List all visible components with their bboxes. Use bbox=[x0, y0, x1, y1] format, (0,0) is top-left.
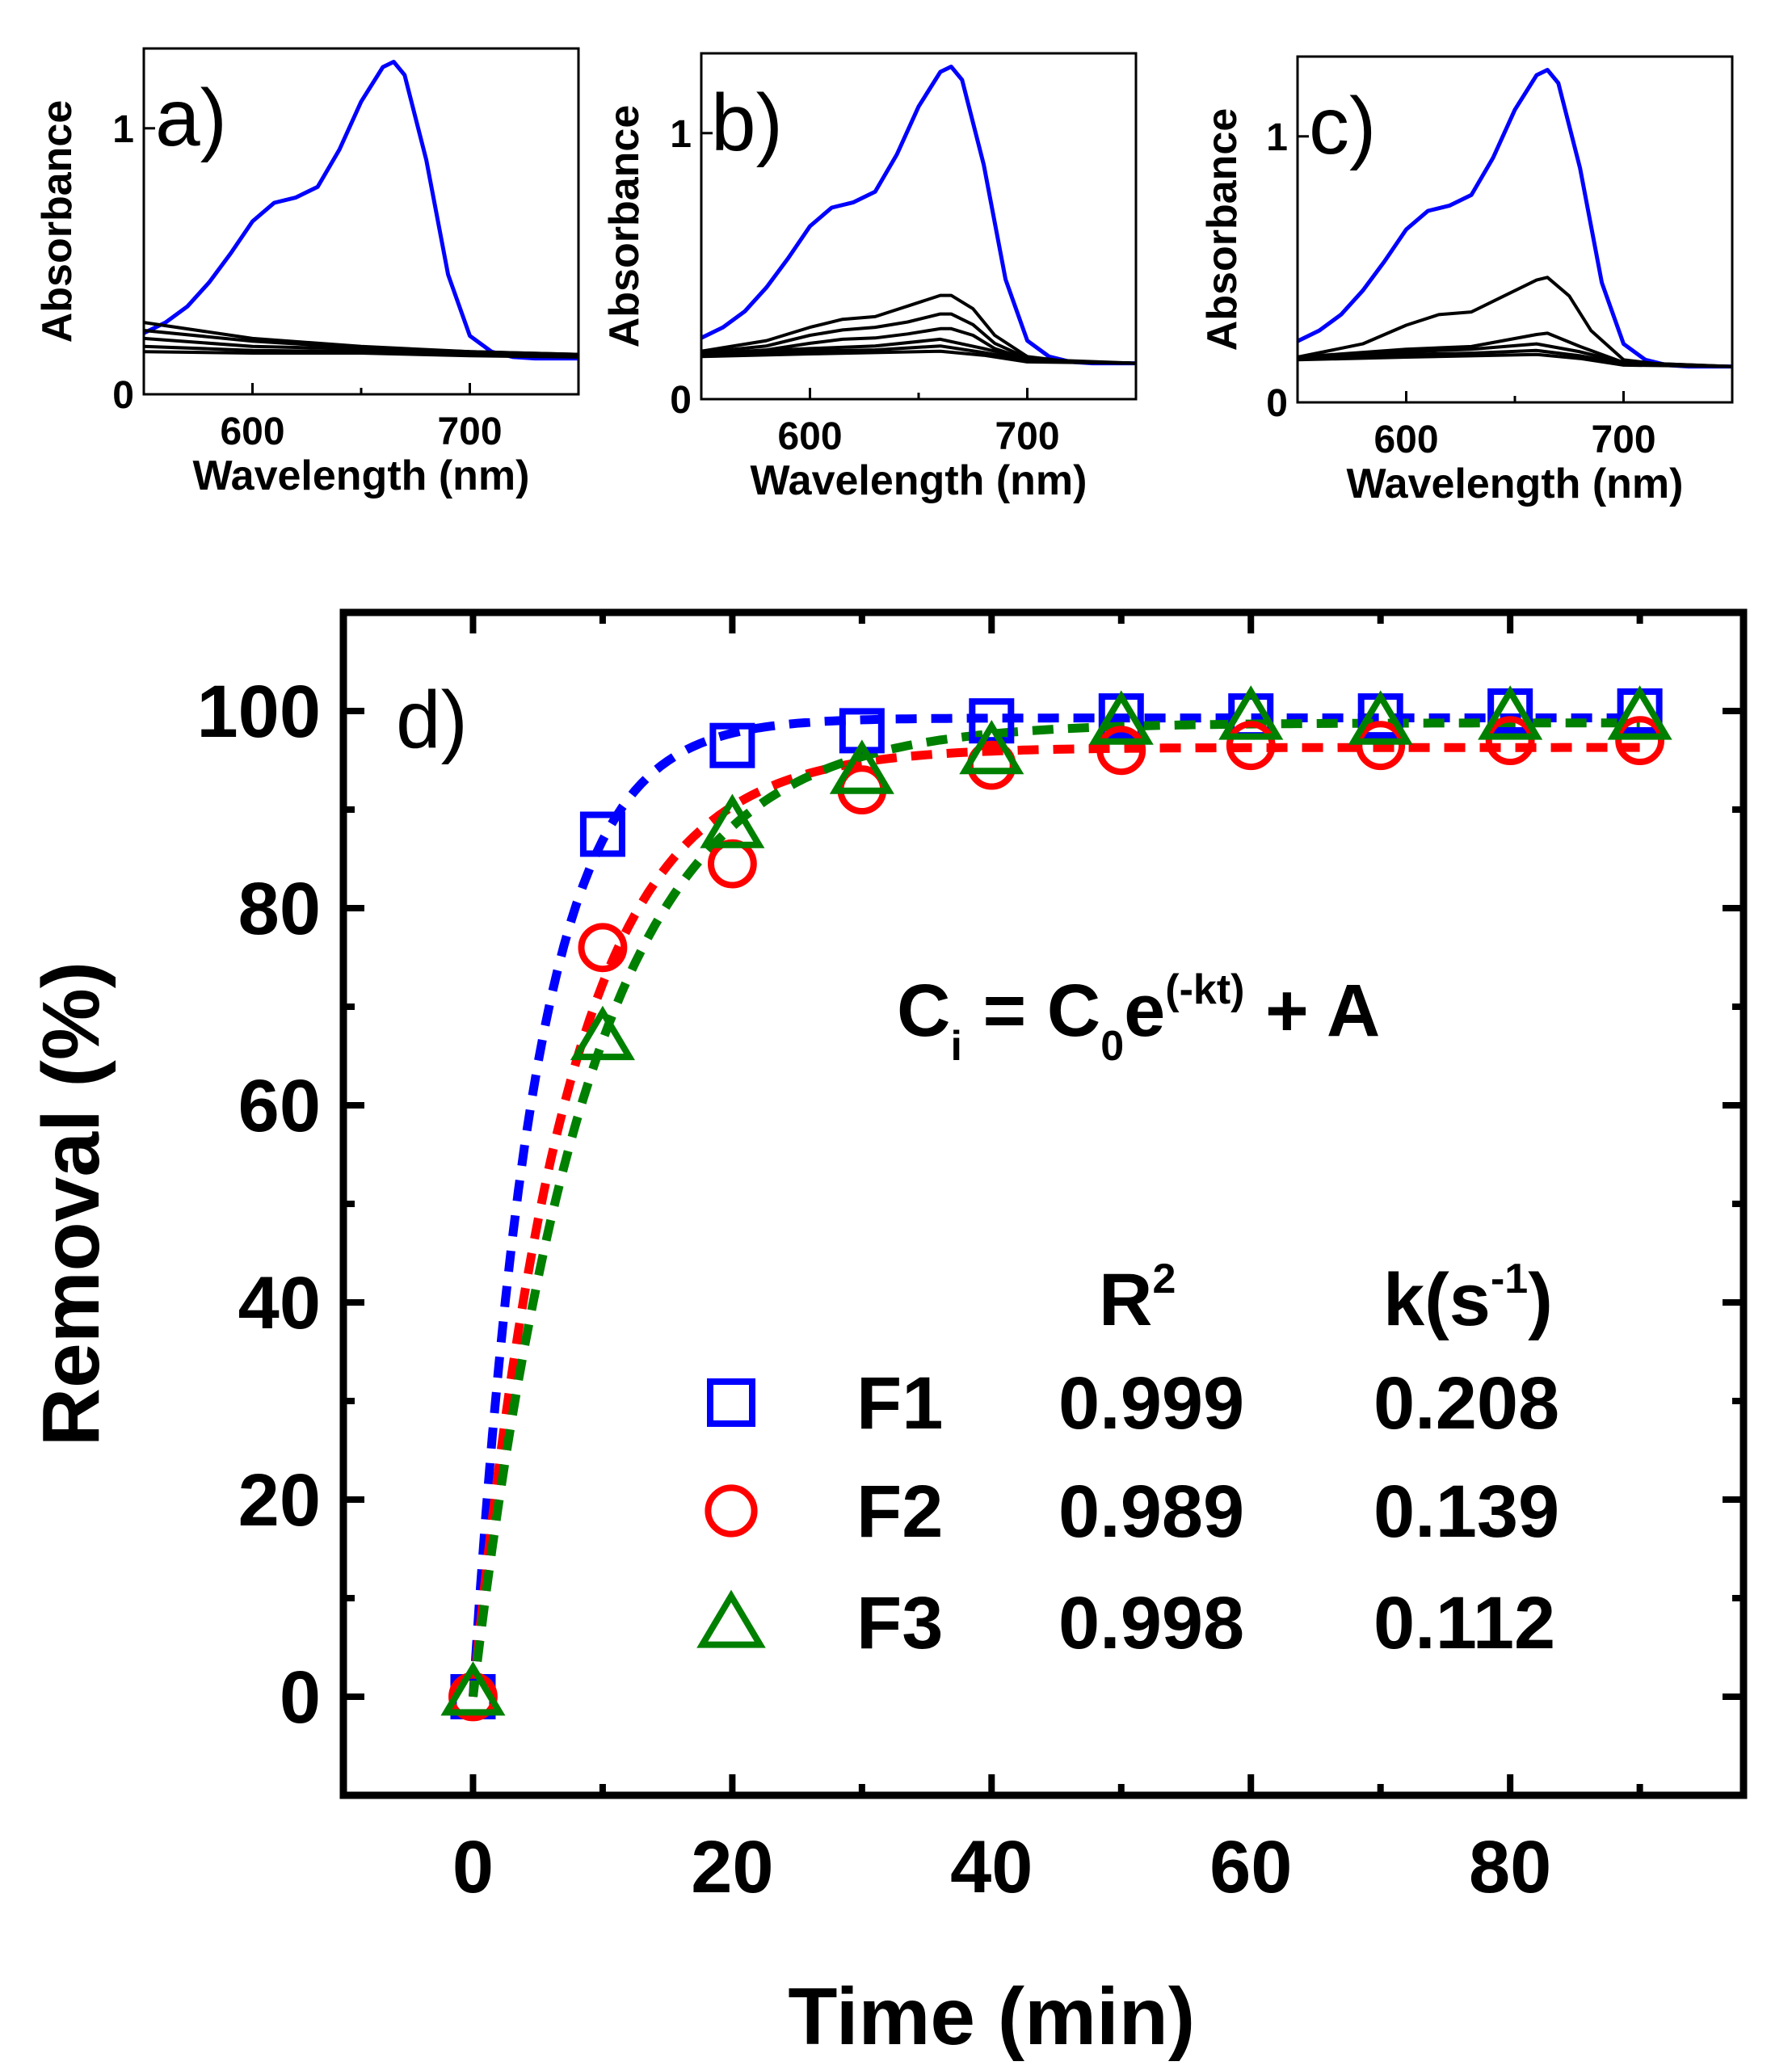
legend-marker-F1 bbox=[707, 1378, 755, 1427]
data-point-F3 bbox=[829, 739, 894, 794]
x-axis-label: Wavelength (nm) bbox=[751, 457, 1087, 504]
data-point-F3 bbox=[1348, 690, 1413, 745]
fit-curve-F2 bbox=[469, 743, 1640, 1698]
header-k: k(s-1) bbox=[1383, 1256, 1553, 1341]
y-tick-label: 1 bbox=[670, 113, 692, 156]
legend-marker-F3 bbox=[696, 1589, 766, 1648]
data-point-F3 bbox=[700, 793, 765, 848]
data-point-F2 bbox=[578, 923, 628, 973]
equation-part: = C bbox=[962, 970, 1100, 1052]
data-point-F1 bbox=[579, 811, 625, 857]
x-axis-label: Time (min) bbox=[788, 1971, 1195, 2062]
header-r2-base: R bbox=[1099, 1259, 1152, 1341]
legend-k: 0.139 bbox=[1373, 1470, 1559, 1553]
y-tick-label: 80 bbox=[238, 868, 321, 950]
data-point-F2 bbox=[1356, 721, 1406, 771]
spectrum-line-t6 bbox=[700, 349, 1137, 365]
equation-part: C bbox=[897, 970, 950, 1052]
x-tick-label: 600 bbox=[220, 410, 284, 453]
x-tick-label: 700 bbox=[995, 415, 1059, 458]
equation-part: e bbox=[1124, 970, 1165, 1052]
panel-letter: b) bbox=[711, 78, 783, 168]
x-axis-label: Wavelength (nm) bbox=[193, 452, 530, 499]
spectrum-line-t5 bbox=[1297, 352, 1733, 368]
y-axis-label: Absorbance bbox=[1199, 108, 1246, 351]
data-point-F1 bbox=[969, 698, 1015, 744]
header-r2: R2 bbox=[1099, 1256, 1176, 1341]
data-point-F2 bbox=[707, 839, 757, 889]
x-tick-label: 700 bbox=[437, 410, 502, 453]
panel-letter: c) bbox=[1309, 81, 1376, 171]
x-tick-label: 600 bbox=[777, 415, 842, 458]
fit-curve-F1 bbox=[469, 713, 1640, 1698]
y-axis-label: Absorbance bbox=[34, 100, 81, 343]
header-k-sup: -1 bbox=[1491, 1256, 1528, 1302]
x-tick-label: 0 bbox=[452, 1826, 494, 1908]
y-tick-label: 1 bbox=[1266, 116, 1288, 159]
x-tick-label: 60 bbox=[1209, 1826, 1292, 1908]
fit-curve-F3 bbox=[469, 718, 1640, 1698]
header-r2-sup: 2 bbox=[1152, 1256, 1176, 1302]
y-tick-label: 0 bbox=[112, 374, 134, 417]
x-tick-label: 80 bbox=[1469, 1826, 1551, 1908]
header-k-close: ) bbox=[1528, 1259, 1553, 1341]
data-point-F3 bbox=[570, 1005, 635, 1061]
legend-k: 0.208 bbox=[1373, 1362, 1559, 1445]
x-tick-label: 600 bbox=[1373, 419, 1438, 461]
data-point-F3 bbox=[1478, 685, 1543, 740]
y-tick-label: 1 bbox=[112, 108, 134, 151]
data-point-F3 bbox=[1218, 685, 1284, 740]
y-axis-label: Absorbance bbox=[601, 105, 648, 348]
legend-marker-F2 bbox=[705, 1484, 758, 1538]
data-point-F2 bbox=[1485, 716, 1535, 765]
y-tick-label: 60 bbox=[238, 1065, 321, 1147]
y-axis-label: Removal (%) bbox=[26, 961, 116, 1446]
x-axis-label: Wavelength (nm) bbox=[1347, 461, 1684, 507]
panel-letter: d) bbox=[396, 675, 468, 765]
data-point-F3 bbox=[1088, 690, 1154, 745]
equation-part: + A bbox=[1244, 970, 1380, 1052]
header-k-base: k(s bbox=[1383, 1259, 1491, 1341]
spectrum-line-t5 bbox=[143, 350, 579, 359]
y-tick-label: 0 bbox=[670, 379, 692, 422]
panel-b: 600 700 0 1 Wavelength (nm) Absorbance b) bbox=[601, 52, 1138, 504]
equation-part: 0 bbox=[1100, 1023, 1124, 1070]
equation-part: i bbox=[950, 1023, 961, 1070]
data-point-F3 bbox=[440, 1661, 506, 1716]
data-point-F2 bbox=[1096, 726, 1146, 776]
panel-letter: a) bbox=[155, 73, 227, 163]
equation-part: (-kt) bbox=[1165, 966, 1244, 1013]
data-point-F2 bbox=[448, 1672, 498, 1722]
x-tick-label: 40 bbox=[950, 1826, 1033, 1908]
legend-r2: 0.989 bbox=[1058, 1470, 1244, 1553]
data-point-F3 bbox=[1607, 685, 1672, 740]
y-tick-label: 40 bbox=[238, 1262, 321, 1344]
data-point-F1 bbox=[709, 722, 755, 768]
legend-r2: 0.998 bbox=[1058, 1582, 1244, 1664]
legend-k: 0.112 bbox=[1373, 1582, 1555, 1664]
legend-name: F1 bbox=[856, 1362, 943, 1445]
panel-c: 600 700 0 1 Wavelength (nm) Absorbance c) bbox=[1199, 55, 1734, 507]
data-point-F2 bbox=[1615, 716, 1665, 765]
x-tick-label: 20 bbox=[691, 1826, 773, 1908]
y-tick-label: 100 bbox=[197, 671, 322, 753]
legend-name: F3 bbox=[856, 1582, 943, 1664]
fit-equation: Ci = C0e(-kt) + A bbox=[897, 966, 1380, 1070]
y-tick-label: 0 bbox=[280, 1656, 321, 1739]
panel-a: 600 700 0 1 Wavelength (nm) Absorbance a) bbox=[34, 47, 580, 499]
data-point-F3 bbox=[959, 719, 1024, 775]
legend-name: F2 bbox=[856, 1470, 943, 1553]
y-tick-label: 20 bbox=[238, 1459, 321, 1542]
legend-r2: 0.999 bbox=[1058, 1362, 1244, 1445]
spectrum-line-t1 bbox=[1297, 276, 1733, 368]
y-tick-label: 0 bbox=[1266, 382, 1288, 425]
x-tick-label: 700 bbox=[1591, 419, 1655, 461]
data-point-F2 bbox=[1226, 721, 1276, 771]
equation-text: Ci = C0e(-kt) + A bbox=[897, 966, 1380, 1070]
